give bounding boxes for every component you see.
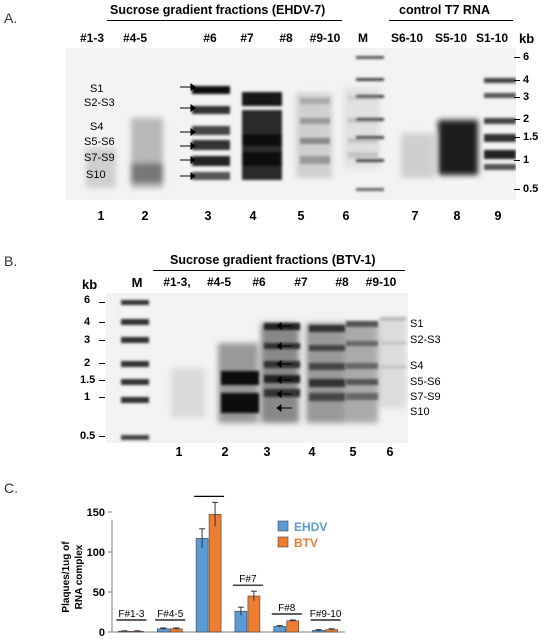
panel-b-lane-number: 2 bbox=[221, 445, 229, 459]
panel-a-lane-s5-10: S5-10 bbox=[434, 31, 468, 45]
panel-b-gel-image bbox=[106, 293, 408, 443]
panel-a-segment-s10: S10 bbox=[86, 169, 106, 181]
panel-b-lane-number: 4 bbox=[308, 445, 316, 459]
panel-a-segment-s5-s6: S5-S6 bbox=[84, 136, 115, 148]
panel-b-lane-number: 6 bbox=[386, 445, 394, 459]
panel-a-marker-3: 3 bbox=[523, 91, 530, 103]
panel-b-letter: B. bbox=[4, 253, 18, 269]
panel-b-lane-number: 1 bbox=[175, 445, 183, 459]
panel-a-lane-6: #6 bbox=[203, 31, 217, 45]
y-tick-label: 0 bbox=[99, 627, 105, 639]
panel-a-header-right-line bbox=[389, 20, 513, 21]
panel-a-lane-number: 7 bbox=[411, 209, 419, 223]
panel-a-marker-6: 6 bbox=[523, 51, 530, 63]
bar-btv-f8 bbox=[286, 620, 300, 633]
panel-b-segment-s4: S4 bbox=[410, 360, 424, 372]
panel-c-bar-chart: 0 50 100 150 Plaques/1ug of RNA complex F#1-3 F… bbox=[61, 495, 345, 639]
panel-a-lane-m: M bbox=[358, 31, 368, 45]
panel-b-header-line bbox=[153, 270, 405, 271]
category-label: F#8 bbox=[278, 603, 296, 614]
legend-label-ehdv: EHDV bbox=[294, 520, 327, 534]
y-tick-label: 50 bbox=[93, 587, 105, 599]
bar-ehdv-f8 bbox=[273, 626, 287, 633]
panel-b-kb-unit: kb bbox=[82, 277, 98, 292]
panel-b-marker-6: 6 bbox=[84, 294, 91, 306]
panel-a-segment-s1: S1 bbox=[90, 83, 104, 95]
panel-a-lane-s1-10: S1-10 bbox=[475, 31, 509, 45]
y-tick-label: 100 bbox=[87, 547, 105, 559]
panel-a-marker-4: 4 bbox=[523, 74, 530, 86]
panel-a-header-left-line bbox=[107, 20, 342, 21]
panel-a-lane-4-5: #4-5 bbox=[122, 31, 148, 45]
panel-b-marker-4: 4 bbox=[84, 316, 91, 328]
panel-b-segment-s5-s6: S5-S6 bbox=[410, 376, 441, 388]
panel-c-letter: C. bbox=[4, 480, 18, 496]
panel-a-letter: A. bbox=[4, 10, 18, 26]
panel-a-kb-unit: kb bbox=[519, 31, 535, 46]
panel-b-lane-1-3: #1-3, bbox=[163, 275, 191, 289]
panel-b-lane-number: 5 bbox=[349, 445, 357, 459]
legend-swatch-ehdv bbox=[277, 520, 289, 532]
panel-b-lane-6: #6 bbox=[252, 275, 266, 289]
panel-b-header: Sucrose gradient fractions (BTV-1) bbox=[170, 253, 376, 267]
bar-btv-f7 bbox=[247, 595, 261, 633]
y-axis-label-line-1: Plaques/1ug of bbox=[61, 541, 72, 613]
panel-a-lane-8: #8 bbox=[279, 31, 293, 45]
panel-a-lane-9-10: #9-10 bbox=[309, 31, 341, 45]
panel-a-segment-s2-s3: S2-S3 bbox=[84, 97, 115, 109]
panel-a-lane-number: 1 bbox=[97, 209, 105, 223]
panel-a-segment-s4: S4 bbox=[90, 121, 104, 133]
bar-ehdv-f6 bbox=[195, 538, 209, 633]
panel-b-lane-4-5: #4-5 bbox=[206, 275, 232, 289]
panel-b-marker-1: 1 bbox=[84, 391, 91, 403]
panel-b-marker-1-5: 1.5 bbox=[80, 374, 96, 386]
panel-b-marker-3: 3 bbox=[84, 334, 91, 346]
panel-a-lane-number: 5 bbox=[297, 209, 305, 223]
panel-a-marker-1: 1 bbox=[523, 154, 530, 166]
panel-a-lane-number: 4 bbox=[249, 209, 257, 223]
panel-b-lane-9-10: #9-10 bbox=[365, 275, 397, 289]
panel-a-lane-7: #7 bbox=[240, 31, 254, 45]
panel-b-band-arrows bbox=[276, 322, 292, 412]
panel-a-marker-2: 2 bbox=[523, 113, 530, 125]
panel-a-marker-1-5: 1.5 bbox=[523, 131, 539, 143]
panel-a-marker-0-5: 0.5 bbox=[523, 183, 539, 195]
panel-a-gel-image bbox=[66, 48, 516, 200]
panel-b-marker-2: 2 bbox=[84, 357, 91, 369]
panel-a-lane-number: 6 bbox=[342, 209, 350, 223]
panel-b-lane-7: #7 bbox=[294, 275, 308, 289]
panel-b-lane-8: #8 bbox=[335, 275, 349, 289]
panel-b-segment-s2-s3: S2-S3 bbox=[410, 334, 441, 346]
bar-btv-f6 bbox=[208, 514, 222, 633]
panel-a-band-arrows bbox=[180, 83, 196, 180]
y-tick-label: 150 bbox=[87, 507, 105, 519]
panel-b-segment-s10: S10 bbox=[410, 406, 430, 418]
y-axis-label-line-2: RNA complex bbox=[74, 544, 85, 609]
category-label: F#9-10 bbox=[310, 609, 342, 620]
panel-a-lane-s6-10: S6-10 bbox=[390, 31, 424, 45]
panel-b-lane-m: M bbox=[131, 275, 143, 290]
legend-swatch-btv bbox=[277, 536, 289, 548]
panel-b-marker-0-5: 0.5 bbox=[80, 430, 96, 442]
panel-a-header-right: control T7 RNA bbox=[399, 3, 490, 17]
panel-a-segment-s7-s9: S7-S9 bbox=[84, 152, 115, 164]
category-label: F#1-3 bbox=[118, 609, 145, 620]
panel-b-segment-s7-s9: S7-S9 bbox=[410, 391, 441, 403]
panel-a-lane-1-3: #1-3 bbox=[79, 31, 105, 45]
panel-a-lane-number: 3 bbox=[204, 209, 212, 223]
category-label: F#6 bbox=[200, 495, 218, 496]
legend-label-btv: BTV bbox=[294, 536, 318, 550]
panel-a-lane-number: 2 bbox=[141, 209, 149, 223]
panel-a-lane-number: 8 bbox=[453, 209, 461, 223]
panel-a-header-left: Sucrose gradient fractions (EHDV-7) bbox=[110, 3, 326, 17]
panel-b-lane-number: 3 bbox=[263, 445, 271, 459]
panel-b-segment-s1: S1 bbox=[410, 318, 424, 330]
panel-a-lane-number: 9 bbox=[494, 209, 502, 223]
category-label: F#7 bbox=[239, 574, 257, 585]
category-label: F#4-5 bbox=[157, 609, 184, 620]
